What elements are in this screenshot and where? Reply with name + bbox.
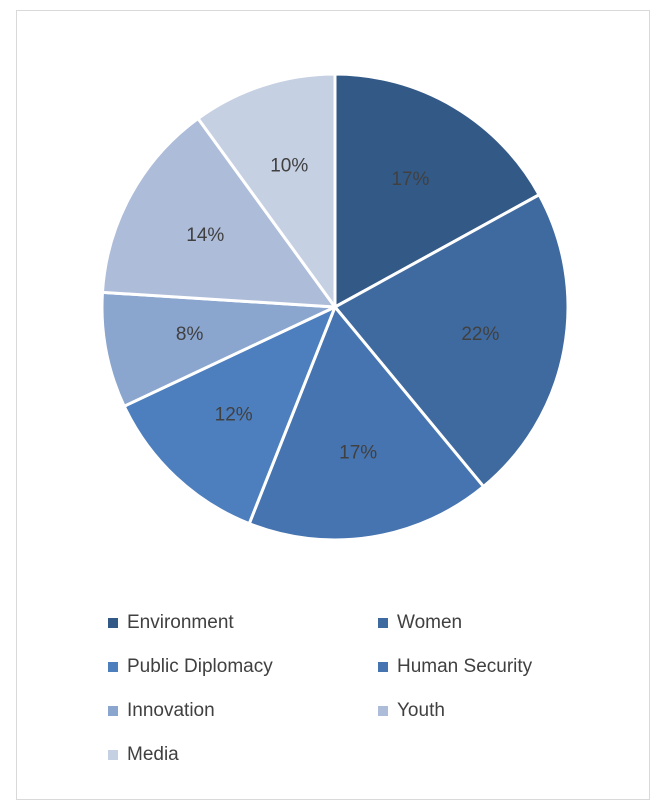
pie-slice-media: [196, 72, 337, 309]
legend-label: Environment: [127, 612, 234, 633]
legend-swatch: [108, 662, 118, 672]
data-label: 12%: [215, 404, 253, 425]
legend-item-innovation: Innovation: [108, 700, 378, 722]
legend-label: Innovation: [127, 700, 215, 721]
pie-slice-environment: [333, 72, 541, 309]
legend-item-human-security: Human Security: [378, 656, 608, 678]
legend-swatch: [108, 618, 118, 628]
legend-item-public-diplomacy: Public Diplomacy: [108, 656, 378, 678]
pie-slice-youth: [100, 116, 337, 309]
legend-swatch: [378, 662, 388, 672]
legend-label: Public Diplomacy: [127, 656, 273, 677]
legend-swatch: [378, 706, 388, 716]
data-label: 17%: [391, 169, 429, 190]
legend-swatch: [378, 618, 388, 628]
data-label: 8%: [176, 324, 204, 345]
legend-item-environment: Environment: [108, 612, 378, 634]
legend-item-women: Women: [378, 612, 608, 634]
legend-label: Youth: [397, 700, 445, 721]
legend-label: Human Security: [397, 656, 533, 677]
data-label: 14%: [186, 225, 224, 246]
data-label: 10%: [270, 156, 308, 177]
legend-swatch: [108, 706, 118, 716]
legend-label: Media: [127, 744, 179, 765]
pie-slice-women: [333, 193, 570, 489]
data-label: 22%: [461, 324, 499, 345]
data-label: 17%: [339, 443, 377, 464]
legend-swatch: [108, 750, 118, 760]
legend-label: Women: [397, 612, 463, 633]
legend: Environment Women Public Diplomacy Human…: [108, 612, 608, 766]
pie-chart: 17% 22% 17% 12% 8% 14% 10%: [100, 72, 570, 542]
pie-slice-public-diplomacy: [122, 305, 337, 526]
pie-slice-innovation: [100, 290, 337, 408]
pie-slice-human-security: [247, 305, 486, 542]
legend-item-youth: Youth: [378, 700, 608, 722]
legend-item-media: Media: [108, 744, 378, 766]
